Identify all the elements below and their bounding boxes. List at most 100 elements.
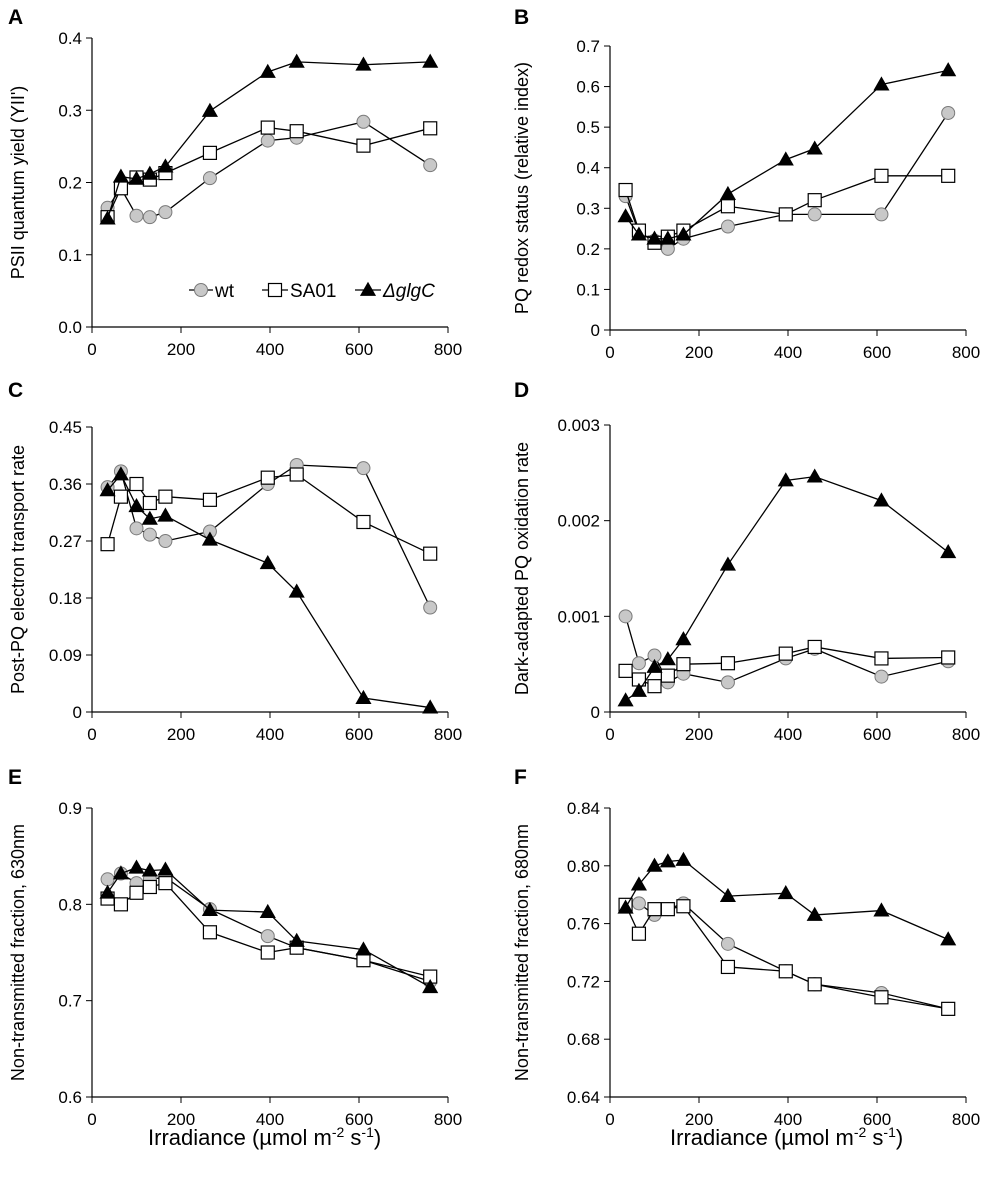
x-tick-label: 0 — [87, 340, 96, 359]
x-tick-label: 400 — [256, 340, 284, 359]
data-point-wt — [720, 675, 735, 690]
x-tick-label: 800 — [952, 1110, 980, 1129]
data-point-glgc — [617, 899, 634, 914]
y-tick-label: 0.36 — [49, 475, 82, 494]
data-point-glgc — [157, 861, 174, 876]
data-point-sa01 — [618, 182, 633, 198]
data-point-wt — [356, 114, 371, 129]
x-tick-label: 200 — [685, 725, 713, 744]
y-tick-label: 0.3 — [58, 101, 82, 120]
y-tick-label: 0.003 — [557, 416, 600, 435]
data-point-wt — [631, 656, 646, 671]
y-tick-label: 0 — [591, 321, 600, 340]
data-point-wt — [631, 896, 646, 911]
data-point-sa01 — [289, 124, 304, 139]
y-tick-label: 0.2 — [58, 174, 82, 193]
data-point-glgc — [806, 906, 823, 921]
series-line-glgc — [625, 859, 949, 941]
data-point-sa01 — [158, 876, 173, 891]
legend-marker-wt — [194, 283, 208, 297]
x-tick-label: 0 — [605, 725, 614, 744]
y-axis-label: Post-PQ electron transport rate — [8, 445, 28, 694]
y-axis-label: Non-transmitted fraction, 680nm — [512, 824, 532, 1081]
data-point-sa01 — [631, 926, 647, 941]
legend: wt SA01 ΔglgC — [189, 281, 435, 302]
series-line-wt — [624, 616, 949, 684]
data-point-sa01 — [202, 492, 218, 507]
data-point-glgc — [201, 102, 218, 117]
data-point-wt — [618, 609, 633, 624]
y-axis-label: Dark-adapted PQ oxidation rate — [512, 442, 532, 695]
y-tick-label: 0.7 — [58, 992, 82, 1011]
y-tick-label: 0.0 — [58, 318, 82, 337]
data-point-glgc — [128, 859, 145, 874]
x-tick-label: 400 — [256, 1110, 284, 1129]
y-tick-label: 0.3 — [576, 199, 600, 218]
data-point-glgc — [201, 531, 218, 546]
data-point-sa01 — [202, 925, 218, 940]
data-point-sa01 — [423, 121, 438, 136]
data-point-glgc — [777, 151, 794, 166]
data-point-glgc — [630, 682, 647, 697]
y-axis-label: PSII quantum yield (YII') — [8, 86, 28, 280]
series-line-sa01 — [106, 126, 431, 218]
data-point-glgc — [112, 865, 129, 880]
data-point-glgc — [99, 210, 116, 225]
x-tick-label: 200 — [685, 1110, 713, 1129]
x-tick-label: 400 — [774, 725, 802, 744]
data-point-glgc — [659, 651, 676, 666]
y-tick-label: 0.76 — [567, 915, 600, 934]
x-tick-label: 400 — [774, 343, 802, 362]
series-line-sa01 — [624, 904, 949, 1010]
y-tick-label: 0.6 — [58, 1088, 82, 1107]
data-point-sa01 — [647, 679, 662, 694]
data-point-glgc — [940, 544, 957, 559]
data-point-glgc — [806, 140, 823, 155]
y-tick-label: 0.45 — [49, 418, 82, 437]
data-point-glgc — [659, 853, 676, 868]
data-point-sa01 — [720, 199, 736, 214]
series-line-wt — [625, 902, 949, 1010]
data-point-wt — [941, 105, 956, 120]
panel-letter-e: E — [8, 766, 22, 789]
data-point-glgc — [355, 941, 372, 956]
data-point-glgc — [355, 56, 372, 71]
data-point-wt — [202, 171, 217, 186]
legend-marker-sa01 — [267, 282, 283, 298]
data-point-glgc — [422, 53, 439, 68]
series-line-glgc — [625, 475, 949, 702]
data-point-glgc — [873, 492, 890, 507]
data-point-glgc — [422, 699, 439, 714]
data-point-glgc — [659, 230, 676, 245]
data-point-glgc — [630, 876, 647, 891]
data-point-sa01 — [778, 207, 793, 222]
data-point-glgc — [288, 53, 305, 68]
y-tick-label: 0.002 — [557, 512, 600, 531]
data-point-wt — [142, 527, 157, 542]
x-tick-label: 0 — [87, 725, 96, 744]
data-point-wt — [129, 208, 144, 223]
data-point-sa01 — [807, 193, 822, 208]
series-line-sa01 — [107, 882, 431, 978]
data-point-sa01 — [260, 470, 275, 485]
panel-c: C 0 0.09 0.18 0.27 0.36 0.45 0 200 400 600 800 Post-… — [8, 379, 462, 744]
y-tick-label: 0.5 — [576, 118, 600, 137]
legend-label-sa01: SA01 — [290, 281, 336, 302]
panel-letter-c: C — [8, 379, 23, 402]
data-point-glgc — [719, 185, 736, 200]
data-point-glgc — [806, 468, 823, 483]
data-point-glgc — [128, 497, 145, 513]
x-tick-label: 200 — [685, 343, 713, 362]
data-point-sa01 — [618, 663, 633, 678]
data-point-sa01 — [720, 959, 736, 975]
data-point-sa01 — [289, 467, 304, 482]
legend-label-wt: wt — [214, 281, 235, 302]
data-point-wt — [874, 207, 889, 222]
series-line-glgc — [107, 473, 431, 709]
panel-b: B 0 0.1 0.2 0.3 0.4 0.5 0.6 0.7 0 200 400 600 800 PQ r… — [512, 6, 980, 362]
data-point-wt — [720, 936, 735, 951]
y-tick-label: 0.6 — [576, 78, 600, 97]
data-point-wt — [423, 158, 438, 173]
data-point-sa01 — [660, 668, 675, 683]
data-point-glgc — [617, 208, 634, 223]
